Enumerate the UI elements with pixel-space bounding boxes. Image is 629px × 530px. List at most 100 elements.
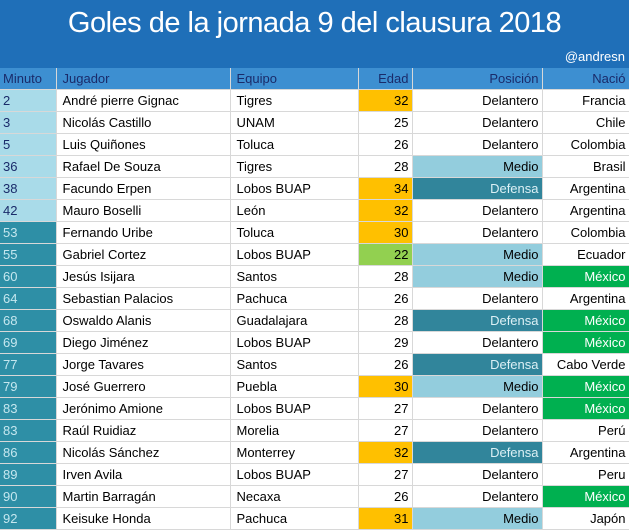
col-header-posicion[interactable]: Posición bbox=[412, 68, 543, 90]
cell-edad[interactable]: 25 bbox=[358, 111, 413, 134]
cell-nacio[interactable]: México bbox=[542, 397, 629, 420]
col-header-minuto[interactable]: Minuto bbox=[0, 68, 57, 90]
cell-posicion[interactable]: Medio bbox=[412, 243, 543, 266]
cell-minuto[interactable]: 92 bbox=[0, 507, 57, 530]
table-row[interactable]: 86 Nicolás Sánchez Monterrey 32 Defensa Argen… bbox=[0, 441, 629, 464]
table-row[interactable]: 3 Nicolás Castillo UNAM 25 Delantero Chile bbox=[0, 111, 629, 134]
cell-edad[interactable]: 32 bbox=[358, 199, 413, 222]
table-row[interactable]: 69 Diego Jiménez Lobos BUAP 29 Delantero Méxi… bbox=[0, 331, 629, 354]
cell-minuto[interactable]: 68 bbox=[0, 309, 57, 332]
cell-nacio[interactable]: Brasil bbox=[542, 155, 629, 178]
cell-edad[interactable]: 32 bbox=[358, 441, 413, 464]
cell-equipo[interactable]: Lobos BUAP bbox=[230, 243, 359, 266]
table-row[interactable]: 64 Sebastian Palacios Pachuca 26 Delantero Ar… bbox=[0, 287, 629, 310]
cell-posicion[interactable]: Delantero bbox=[412, 199, 543, 222]
cell-edad[interactable]: 26 bbox=[358, 133, 413, 156]
cell-posicion[interactable]: Medio bbox=[412, 265, 543, 288]
cell-jugador[interactable]: Luis Quiñones bbox=[56, 133, 231, 156]
table-row[interactable]: 55 Gabriel Cortez Lobos BUAP 22 Medio Ecuador bbox=[0, 243, 629, 266]
cell-equipo[interactable]: Santos bbox=[230, 353, 359, 376]
cell-nacio[interactable]: Argentina bbox=[542, 177, 629, 200]
cell-jugador[interactable]: Oswaldo Alanis bbox=[56, 309, 231, 332]
cell-jugador[interactable]: Mauro Boselli bbox=[56, 199, 231, 222]
cell-edad[interactable]: 28 bbox=[358, 309, 413, 332]
cell-equipo[interactable]: Morelia bbox=[230, 419, 359, 442]
cell-jugador[interactable]: Rafael De Souza bbox=[56, 155, 231, 178]
cell-edad[interactable]: 26 bbox=[358, 287, 413, 310]
cell-equipo[interactable]: Pachuca bbox=[230, 287, 359, 310]
cell-nacio[interactable]: Chile bbox=[542, 111, 629, 134]
table-row[interactable]: 79 José Guerrero Puebla 30 Medio México bbox=[0, 375, 629, 398]
cell-edad[interactable]: 34 bbox=[358, 177, 413, 200]
cell-edad[interactable]: 31 bbox=[358, 507, 413, 530]
cell-posicion[interactable]: Delantero bbox=[412, 463, 543, 486]
cell-jugador[interactable]: Fernando Uribe bbox=[56, 221, 231, 244]
cell-jugador[interactable]: Raúl Ruidiaz bbox=[56, 419, 231, 442]
cell-posicion[interactable]: Delantero bbox=[412, 287, 543, 310]
cell-jugador[interactable]: Nicolás Castillo bbox=[56, 111, 231, 134]
cell-minuto[interactable]: 3 bbox=[0, 111, 57, 134]
table-row[interactable]: 36 Rafael De Souza Tigres 28 Medio Brasil bbox=[0, 155, 629, 178]
cell-equipo[interactable]: Tigres bbox=[230, 155, 359, 178]
cell-equipo[interactable]: Puebla bbox=[230, 375, 359, 398]
cell-equipo[interactable]: Toluca bbox=[230, 133, 359, 156]
cell-nacio[interactable]: Francia bbox=[542, 89, 629, 112]
table-row[interactable]: 2 André pierre Gignac Tigres 32 Delantero Fra… bbox=[0, 89, 629, 112]
col-header-equipo[interactable]: Equipo bbox=[230, 68, 359, 90]
cell-minuto[interactable]: 83 bbox=[0, 419, 57, 442]
cell-minuto[interactable]: 89 bbox=[0, 463, 57, 486]
cell-equipo[interactable]: Toluca bbox=[230, 221, 359, 244]
cell-minuto[interactable]: 90 bbox=[0, 485, 57, 508]
cell-equipo[interactable]: Monterrey bbox=[230, 441, 359, 464]
cell-minuto[interactable]: 60 bbox=[0, 265, 57, 288]
cell-posicion[interactable]: Delantero bbox=[412, 221, 543, 244]
cell-posicion[interactable]: Defensa bbox=[412, 353, 543, 376]
cell-minuto[interactable]: 42 bbox=[0, 199, 57, 222]
cell-posicion[interactable]: Medio bbox=[412, 375, 543, 398]
cell-posicion[interactable]: Delantero bbox=[412, 485, 543, 508]
table-row[interactable]: 77 Jorge Tavares Santos 26 Defensa Cabo Verde bbox=[0, 353, 629, 376]
cell-minuto[interactable]: 77 bbox=[0, 353, 57, 376]
cell-posicion[interactable]: Delantero bbox=[412, 331, 543, 354]
cell-edad[interactable]: 26 bbox=[358, 353, 413, 376]
col-header-nacio[interactable]: Nació bbox=[542, 68, 629, 90]
cell-posicion[interactable]: Delantero bbox=[412, 397, 543, 420]
cell-equipo[interactable]: Tigres bbox=[230, 89, 359, 112]
cell-edad[interactable]: 27 bbox=[358, 419, 413, 442]
cell-equipo[interactable]: UNAM bbox=[230, 111, 359, 134]
cell-posicion[interactable]: Delantero bbox=[412, 89, 543, 112]
cell-jugador[interactable]: Jorge Tavares bbox=[56, 353, 231, 376]
cell-minuto[interactable]: 79 bbox=[0, 375, 57, 398]
cell-nacio[interactable]: México bbox=[542, 485, 629, 508]
cell-equipo[interactable]: Guadalajara bbox=[230, 309, 359, 332]
cell-nacio[interactable]: Colombia bbox=[542, 133, 629, 156]
cell-equipo[interactable]: Pachuca bbox=[230, 507, 359, 530]
cell-nacio[interactable]: Argentina bbox=[542, 199, 629, 222]
cell-posicion[interactable]: Delantero bbox=[412, 133, 543, 156]
cell-posicion[interactable]: Delantero bbox=[412, 111, 543, 134]
table-row[interactable]: 83 Jerónimo Amione Lobos BUAP 27 Delantero Mé… bbox=[0, 397, 629, 420]
table-row[interactable]: 90 Martin Barragán Necaxa 26 Delantero México bbox=[0, 485, 629, 508]
cell-nacio[interactable]: Colombia bbox=[542, 221, 629, 244]
cell-edad[interactable]: 27 bbox=[358, 463, 413, 486]
cell-equipo[interactable]: Lobos BUAP bbox=[230, 331, 359, 354]
cell-nacio[interactable]: Japón bbox=[542, 507, 629, 530]
cell-nacio[interactable]: México bbox=[542, 375, 629, 398]
cell-nacio[interactable]: Argentina bbox=[542, 287, 629, 310]
table-row[interactable]: 42 Mauro Boselli León 32 Delantero Argentina bbox=[0, 199, 629, 222]
cell-equipo[interactable]: Lobos BUAP bbox=[230, 397, 359, 420]
cell-edad[interactable]: 22 bbox=[358, 243, 413, 266]
cell-minuto[interactable]: 5 bbox=[0, 133, 57, 156]
cell-nacio[interactable]: Perú bbox=[542, 419, 629, 442]
cell-nacio[interactable]: México bbox=[542, 331, 629, 354]
cell-edad[interactable]: 29 bbox=[358, 331, 413, 354]
cell-minuto[interactable]: 2 bbox=[0, 89, 57, 112]
cell-nacio[interactable]: Peru bbox=[542, 463, 629, 486]
cell-nacio[interactable]: Ecuador bbox=[542, 243, 629, 266]
cell-posicion[interactable]: Defensa bbox=[412, 441, 543, 464]
cell-minuto[interactable]: 83 bbox=[0, 397, 57, 420]
cell-posicion[interactable]: Medio bbox=[412, 507, 543, 530]
cell-jugador[interactable]: Jerónimo Amione bbox=[56, 397, 231, 420]
cell-minuto[interactable]: 36 bbox=[0, 155, 57, 178]
cell-minuto[interactable]: 64 bbox=[0, 287, 57, 310]
